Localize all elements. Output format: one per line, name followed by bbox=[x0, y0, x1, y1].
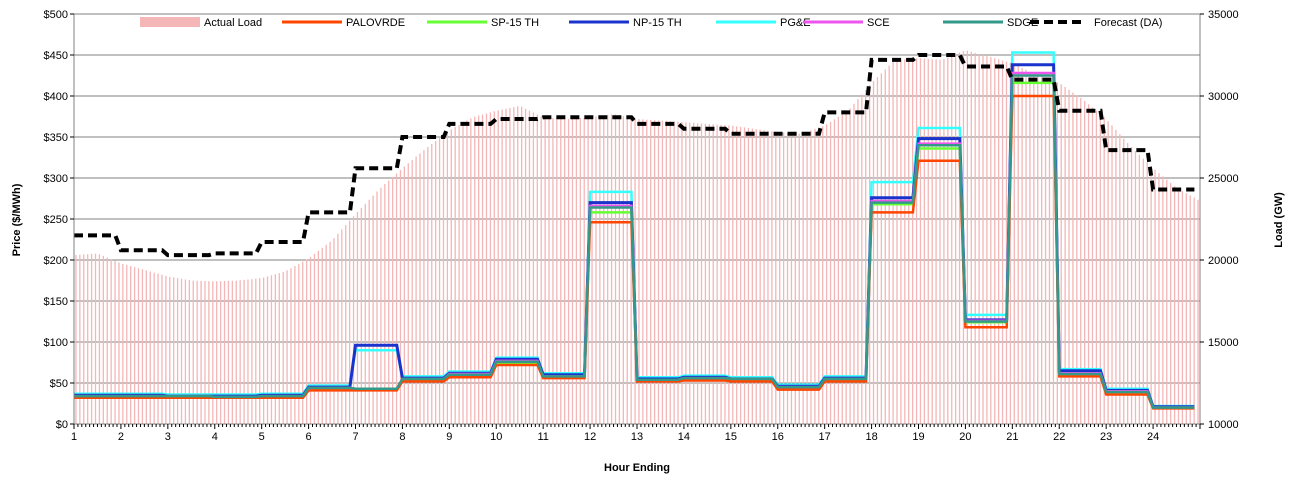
x-tick-label: 18 bbox=[865, 431, 877, 443]
y-right-tick-label: 35000 bbox=[1208, 9, 1239, 21]
forecast-line bbox=[74, 53, 1195, 258]
y-axis-right-title: Load (GW) bbox=[1273, 192, 1285, 248]
x-tick-label: 10 bbox=[490, 431, 502, 443]
series-line-sdge bbox=[74, 74, 1195, 409]
legend-label-np-15-th: NP-15 TH bbox=[633, 17, 682, 29]
legend-swatch-actual-load bbox=[140, 17, 200, 27]
x-tick-label: 5 bbox=[259, 431, 265, 443]
x-tick-label: 22 bbox=[1053, 431, 1065, 443]
x-tick-label: 13 bbox=[631, 431, 643, 443]
x-tick-label: 12 bbox=[584, 431, 596, 443]
x-tick-label: 19 bbox=[912, 431, 924, 443]
x-tick-label: 20 bbox=[959, 431, 971, 443]
x-tick-label: 1 bbox=[71, 431, 77, 443]
x-tick-label: 3 bbox=[165, 431, 171, 443]
legend-label-actual-load: Actual Load bbox=[204, 17, 262, 29]
x-tick-label: 15 bbox=[725, 431, 737, 443]
legend-label-forecast-da-: Forecast (DA) bbox=[1094, 17, 1162, 29]
y-left-tick-label: $200 bbox=[44, 255, 68, 267]
forecast-series bbox=[74, 53, 1195, 258]
y-right-tick-label: 20000 bbox=[1208, 255, 1239, 267]
x-tick-label: 4 bbox=[212, 431, 218, 443]
x-tick-label: 2 bbox=[118, 431, 124, 443]
x-tick-label: 17 bbox=[819, 431, 831, 443]
y-left-tick-label: $400 bbox=[44, 91, 68, 103]
load-bars bbox=[75, 50, 1199, 424]
y-left-tick-label: $450 bbox=[44, 50, 68, 62]
x-tick-label: 6 bbox=[306, 431, 312, 443]
x-tick-label: 24 bbox=[1147, 431, 1159, 443]
x-axis-ticks: 1 2 3 4 5 6 7 8 9 10 11 12 13 14 15 16 17 18 19 20 21 22 23 24 bbox=[71, 424, 1201, 443]
x-tick-label: 9 bbox=[446, 431, 452, 443]
legend-label-sce: SCE bbox=[867, 17, 890, 29]
y-right-tick-label: 15000 bbox=[1208, 337, 1239, 349]
x-tick-label: 21 bbox=[1006, 431, 1018, 443]
y-left-tick-label: $300 bbox=[44, 173, 68, 185]
legend: Actual Load PALOVRDE SP-15 TH NP-15 TH PG&E S… bbox=[140, 17, 1162, 29]
y-axis-left-title: Price ($/MWh) bbox=[11, 183, 23, 256]
y-left-tick-label: $500 bbox=[44, 9, 68, 21]
x-axis-title: Hour Ending bbox=[604, 462, 670, 474]
y-right-tick-label: 25000 bbox=[1208, 173, 1239, 185]
y-left-tick-label: $100 bbox=[44, 337, 68, 349]
y-axis-left-ticks: $0 $50 $100 $150 $200 $250 $300 $350 $400 $450 $50… bbox=[44, 9, 74, 431]
x-tick-label: 14 bbox=[678, 431, 690, 443]
y-right-tick-label: 30000 bbox=[1208, 91, 1239, 103]
price-series bbox=[74, 51, 1195, 410]
y-left-tick-label: $0 bbox=[56, 419, 68, 431]
legend-label-sp-15-th: SP-15 TH bbox=[491, 17, 539, 29]
x-tick-label: 16 bbox=[772, 431, 784, 443]
legend-label-pg-e: PG&E bbox=[780, 17, 811, 29]
y-right-tick-label: 10000 bbox=[1208, 419, 1239, 431]
y-left-tick-label: $150 bbox=[44, 296, 68, 308]
x-tick-label: 7 bbox=[352, 431, 358, 443]
x-tick-label: 8 bbox=[399, 431, 405, 443]
x-tick-label: 23 bbox=[1100, 431, 1112, 443]
y-left-tick-label: $350 bbox=[44, 132, 68, 144]
legend-label-palovrde: PALOVRDE bbox=[346, 17, 405, 29]
y-axis-right-ticks: 10000 15000 20000 25000 30000 35000 bbox=[1200, 9, 1239, 431]
y-left-tick-label: $50 bbox=[50, 378, 68, 390]
y-left-tick-label: $250 bbox=[44, 214, 68, 226]
x-tick-label: 11 bbox=[537, 431, 548, 443]
